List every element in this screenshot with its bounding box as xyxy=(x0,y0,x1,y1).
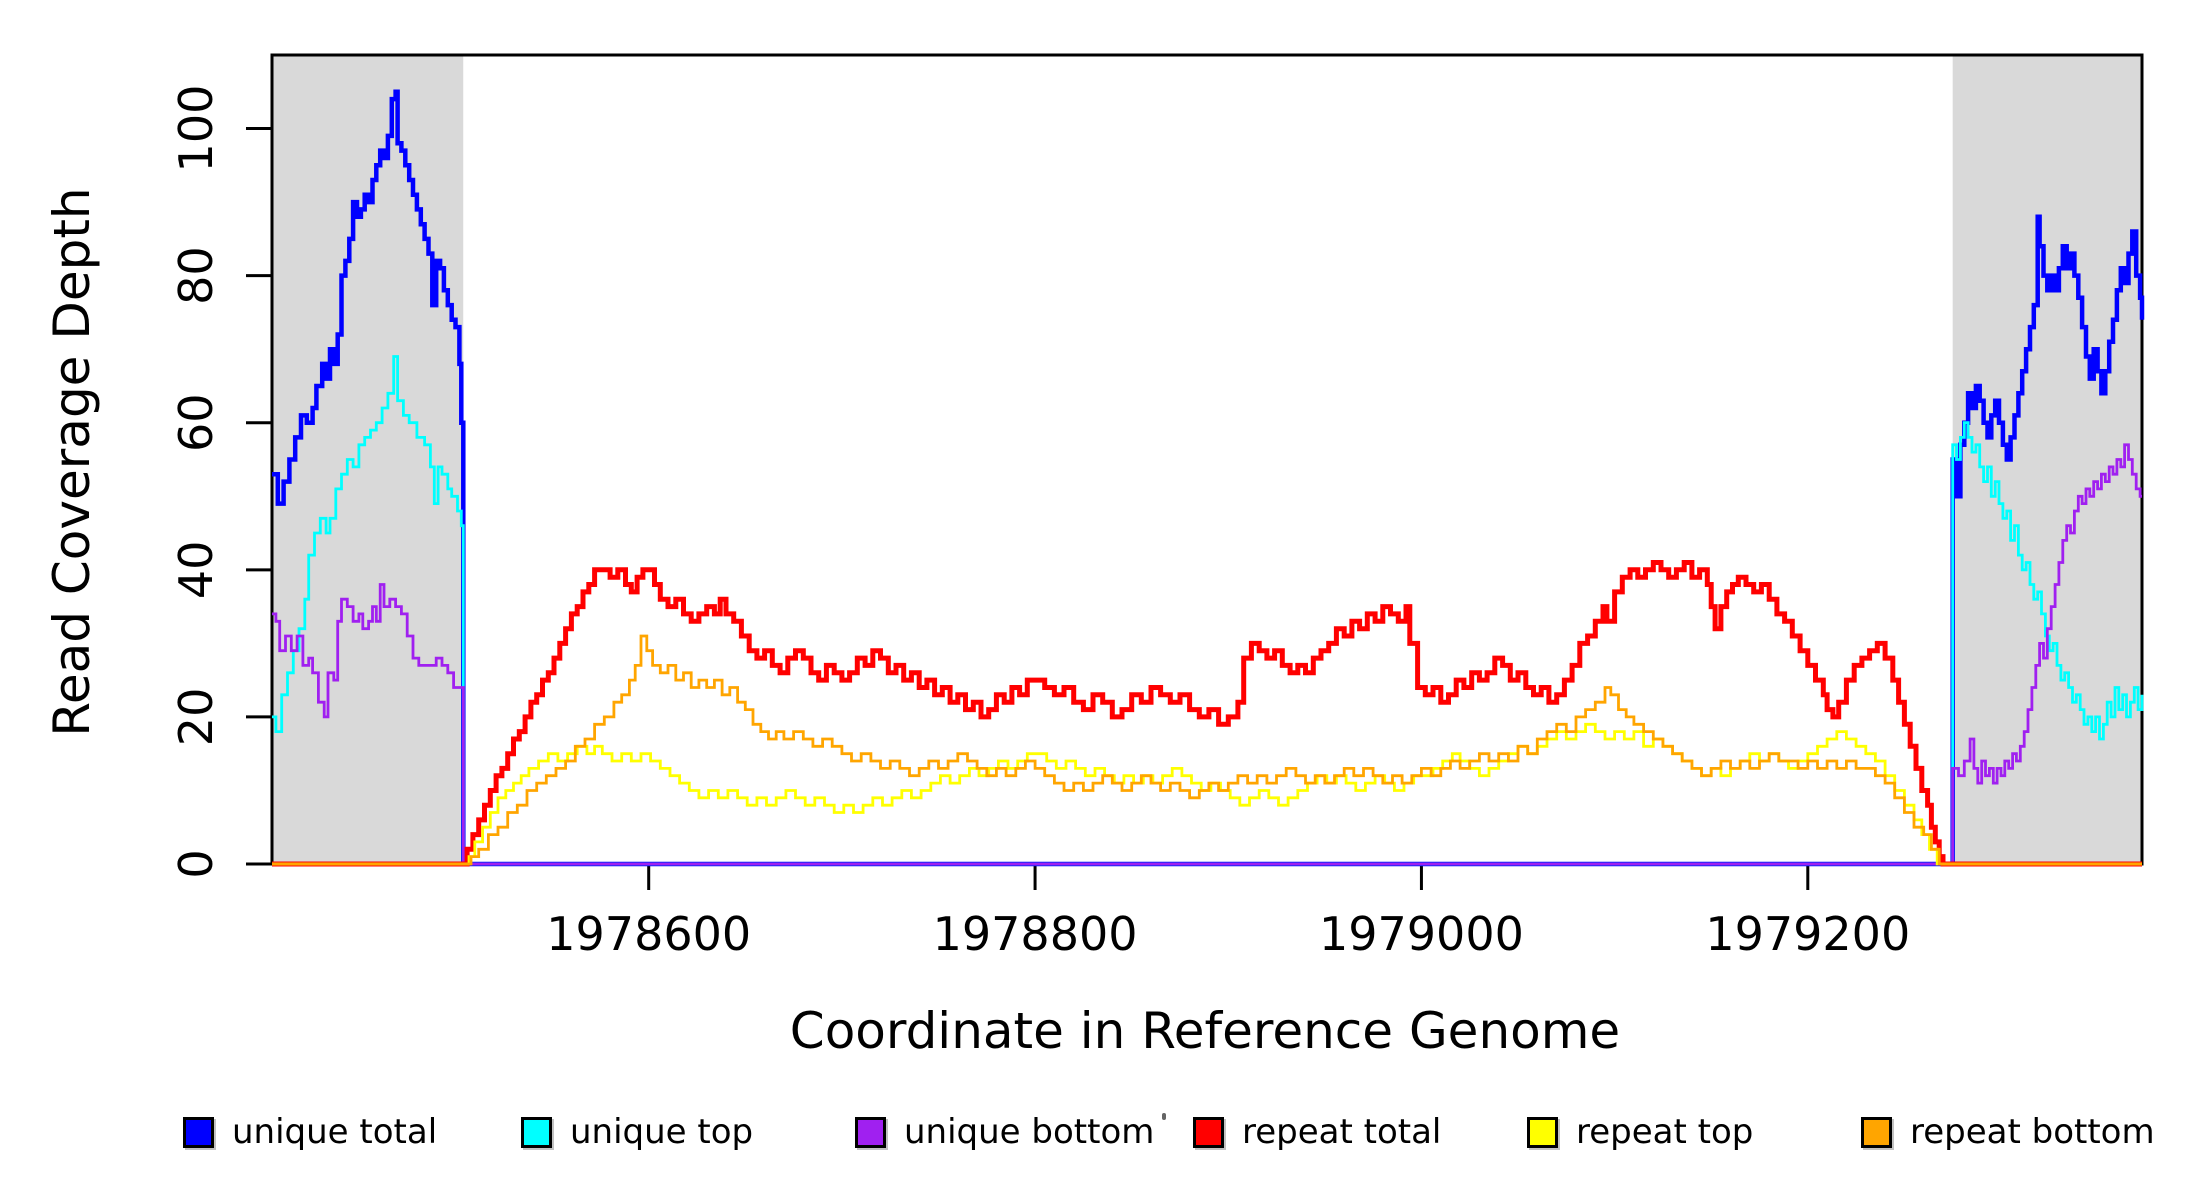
legend-label: unique bottom xyxy=(904,1112,1155,1152)
shaded-region-left xyxy=(272,55,464,864)
series-line-repeat-top xyxy=(272,722,2142,866)
legend-label: unique top xyxy=(570,1112,754,1152)
legend-label: unique total xyxy=(232,1112,438,1152)
legend-item-repeat-total: repeat total xyxy=(1193,1112,1441,1152)
x-tick-label: 1978600 xyxy=(546,907,751,961)
y-axis-title: Read Coverage Depth xyxy=(43,187,101,737)
chart-legend: unique total unique top unique bottom repea… xyxy=(0,1112,2200,1162)
y-tick-label: 20 xyxy=(169,688,223,747)
legend-swatch-unique-total xyxy=(183,1116,214,1148)
stray-mark xyxy=(1162,1113,1166,1120)
legend-label: repeat bottom xyxy=(1910,1112,2155,1152)
legend-swatch-unique-bottom xyxy=(855,1116,886,1148)
y-tick-label: 0 xyxy=(169,849,223,878)
y-tick-label: 60 xyxy=(169,393,223,452)
legend-label: repeat top xyxy=(1576,1112,1754,1152)
series-line-unique-top xyxy=(272,355,2144,866)
legend-swatch-unique-top xyxy=(521,1116,552,1148)
y-tick-label: 100 xyxy=(169,85,223,173)
legend-swatch-repeat-top xyxy=(1527,1116,1558,1148)
plot-box xyxy=(270,53,2144,866)
legend-item-unique-top: unique top xyxy=(521,1112,753,1152)
y-tick-label: 40 xyxy=(169,541,223,600)
legend-swatch-repeat-total xyxy=(1193,1116,1224,1148)
x-tick-label: 1978800 xyxy=(933,907,1138,961)
legend-item-repeat-top: repeat top xyxy=(1527,1112,1753,1152)
legend-item-unique-total: unique total xyxy=(183,1112,437,1152)
legend-item-repeat-bottom: repeat bottom xyxy=(1861,1112,2155,1152)
x-tick-label: 1979200 xyxy=(1705,907,1910,961)
legend-label: repeat total xyxy=(1242,1112,1442,1152)
y-tick-label: 80 xyxy=(169,246,223,305)
legend-item-unique-bottom: unique bottom xyxy=(855,1112,1154,1152)
shaded-region-right xyxy=(1952,55,2142,864)
series-line-unique-bottom xyxy=(272,443,2142,866)
series-line-repeat-total xyxy=(272,560,2142,867)
x-tick-label: 1979000 xyxy=(1319,907,1524,961)
legend-swatch-repeat-bottom xyxy=(1861,1116,1892,1148)
series-line-unique-total xyxy=(272,89,2145,867)
series-line-repeat-bottom xyxy=(272,634,2142,866)
x-axis-title: Coordinate in Reference Genome xyxy=(789,1002,1621,1060)
